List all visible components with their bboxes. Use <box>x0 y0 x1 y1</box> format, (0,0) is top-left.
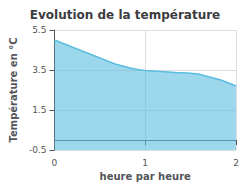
svg-text:heure par heure: heure par heure <box>100 171 191 182</box>
svg-text:2: 2 <box>233 158 239 168</box>
svg-text:-0.5: -0.5 <box>29 145 47 155</box>
svg-text:5.5: 5.5 <box>32 25 46 35</box>
svg-text:1: 1 <box>142 158 148 168</box>
svg-text:Evolution de la température: Evolution de la température <box>30 8 221 22</box>
svg-text:Température en °C: Température en °C <box>8 37 19 142</box>
svg-text:0: 0 <box>52 158 58 168</box>
svg-text:1.5: 1.5 <box>32 105 46 115</box>
svg-text:3.5: 3.5 <box>32 65 46 75</box>
